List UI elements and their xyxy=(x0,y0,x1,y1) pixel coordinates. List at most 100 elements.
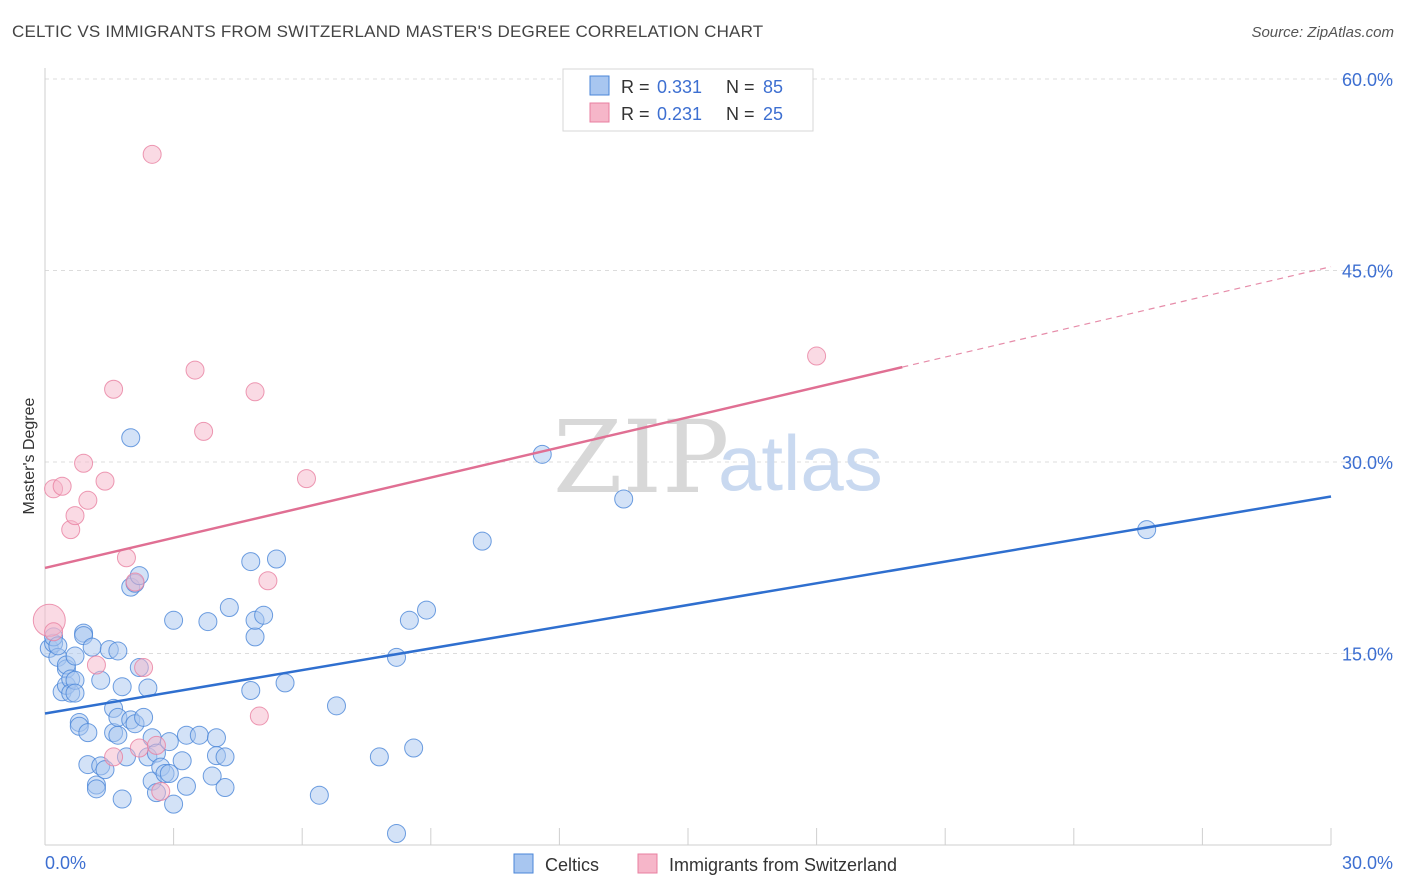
point-celtics xyxy=(369,747,389,767)
legend-bottom-swatch-switzerland xyxy=(637,853,658,874)
point-switzerland xyxy=(134,658,154,678)
point-celtics xyxy=(532,444,552,464)
point-switzerland xyxy=(258,571,278,591)
watermark-atlas: atlas xyxy=(718,419,883,507)
y-tick-label: 45.0% xyxy=(1342,262,1393,282)
point-celtics xyxy=(215,778,235,798)
grid-lines xyxy=(45,78,1393,654)
point-switzerland xyxy=(86,655,106,675)
point-celtics xyxy=(202,766,222,786)
point-celtics xyxy=(134,707,154,727)
point-celtics xyxy=(387,824,407,844)
point-switzerland xyxy=(78,490,98,510)
point-switzerland xyxy=(249,706,269,726)
point-celtics xyxy=(266,549,286,569)
point-celtics xyxy=(176,776,196,796)
point-celtics xyxy=(108,725,128,745)
point-switzerland xyxy=(185,360,205,380)
legend-bottom-label-switzerland: Immigrants from Switzerland xyxy=(669,855,897,875)
trend-line-switzerland-extension xyxy=(902,266,1332,368)
point-switzerland xyxy=(74,453,94,473)
point-celtics xyxy=(164,610,184,630)
point-switzerland xyxy=(129,738,149,758)
legend-bottom-label-celtics: Celtics xyxy=(545,855,599,875)
point-switzerland xyxy=(104,747,124,767)
y-tick-labels: 15.0% 30.0% 45.0% 60.0% xyxy=(1342,70,1393,665)
legend-r-label: R = xyxy=(621,104,650,124)
y-tick-label: 60.0% xyxy=(1342,70,1393,90)
point-celtics xyxy=(112,677,132,697)
legend-bottom-swatch-celtics xyxy=(513,853,534,874)
point-celtics xyxy=(172,751,192,771)
trend-line-switzerland xyxy=(44,365,903,570)
point-switzerland xyxy=(44,622,64,642)
point-switzerland xyxy=(245,382,265,402)
point-celtics xyxy=(189,725,209,745)
point-celtics xyxy=(82,637,102,657)
point-celtics xyxy=(417,600,437,620)
point-celtics xyxy=(241,552,261,572)
point-celtics xyxy=(254,605,274,625)
point-switzerland xyxy=(194,421,214,441)
legend-r-value: 0.231 xyxy=(657,104,702,124)
point-switzerland xyxy=(65,506,85,526)
legend-bottom: Celtics Immigrants from Switzerland xyxy=(513,853,897,875)
trend-line-celtics xyxy=(44,495,1332,715)
scatter-points xyxy=(32,144,1157,844)
point-switzerland xyxy=(142,144,162,164)
point-switzerland xyxy=(104,379,124,399)
point-switzerland xyxy=(125,572,145,592)
point-switzerland xyxy=(807,346,827,366)
point-celtics xyxy=(219,598,239,618)
legend-n-value: 25 xyxy=(763,104,783,124)
x-tick-label: 0.0% xyxy=(45,853,86,873)
point-celtics xyxy=(198,612,218,632)
point-switzerland xyxy=(296,469,316,489)
point-celtics xyxy=(86,779,106,799)
point-celtics xyxy=(215,747,235,767)
y-tick-label: 15.0% xyxy=(1342,645,1393,665)
point-switzerland xyxy=(146,735,166,755)
axes xyxy=(44,68,1332,846)
watermark: ZIP atlas xyxy=(553,399,883,516)
point-celtics xyxy=(404,738,424,758)
point-celtics xyxy=(159,764,179,784)
point-switzerland xyxy=(151,781,171,801)
y-axis-label: Master's Degree xyxy=(21,397,38,514)
point-celtics xyxy=(65,646,85,666)
trend-lines xyxy=(44,266,1332,715)
point-switzerland xyxy=(95,471,115,491)
point-celtics xyxy=(245,627,265,647)
legend-r-label: R = xyxy=(621,77,650,97)
point-switzerland xyxy=(52,476,72,496)
chart-title: CELTIC VS IMMIGRANTS FROM SWITZERLAND MA… xyxy=(12,22,764,41)
point-celtics xyxy=(164,794,184,814)
legend-swatch-celtics xyxy=(589,75,610,96)
legend-swatch-switzerland xyxy=(589,102,610,123)
point-celtics xyxy=(326,696,346,716)
legend-n-value: 85 xyxy=(763,77,783,97)
legend-n-label: N = xyxy=(726,104,755,124)
point-celtics xyxy=(399,610,419,630)
point-celtics xyxy=(241,681,261,701)
x-tick-label: 30.0% xyxy=(1342,853,1393,873)
watermark-zip: ZIP xyxy=(553,399,729,516)
source-label: Source: ZipAtlas.com xyxy=(1251,24,1394,41)
point-celtics xyxy=(121,428,141,448)
point-celtics xyxy=(614,489,634,509)
point-celtics xyxy=(78,723,98,743)
legend-r-value: 0.331 xyxy=(657,77,702,97)
point-celtics xyxy=(65,683,85,703)
point-celtics xyxy=(112,789,132,809)
point-celtics xyxy=(472,531,492,551)
point-celtics xyxy=(108,641,128,661)
legend-n-label: N = xyxy=(726,77,755,97)
y-tick-label: 30.0% xyxy=(1342,453,1393,473)
legend-top: R = 0.331 N = 85 R = 0.231 N = 25 xyxy=(562,68,814,132)
point-celtics xyxy=(206,728,226,748)
point-celtics xyxy=(387,647,407,667)
x-tick-labels: 0.0% 30.0% xyxy=(45,853,1393,873)
point-celtics xyxy=(309,785,329,805)
point-celtics xyxy=(275,673,295,693)
